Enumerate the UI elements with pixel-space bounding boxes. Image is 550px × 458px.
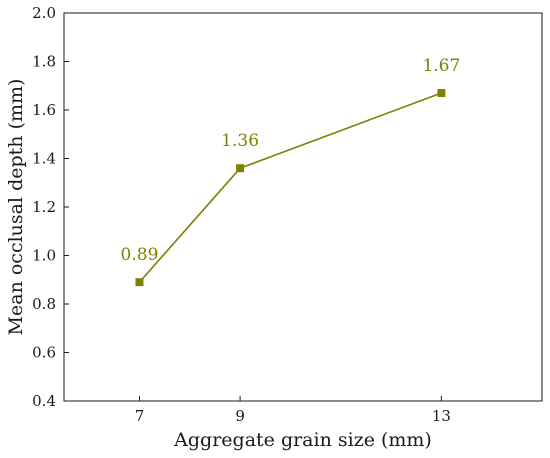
x-tick-label: 7 <box>135 407 145 425</box>
data-point-marker <box>437 89 446 98</box>
x-axis: 7 9 13 <box>135 396 451 425</box>
data-point-marker <box>135 278 144 287</box>
y-tick-label: 1.4 <box>32 150 56 168</box>
x-tick-label: 13 <box>432 407 451 425</box>
y-tick-label: 1.0 <box>32 247 56 265</box>
x-tick-label: 9 <box>235 407 245 425</box>
y-tick-label: 1.8 <box>32 53 56 71</box>
x-axis-title: Aggregate grain size (mm) <box>173 429 432 451</box>
y-axis-title: Mean occlusal depth (mm) <box>5 79 27 336</box>
y-tick-label: 0.4 <box>32 392 56 410</box>
plot-frame <box>63 12 543 402</box>
data-label: 1.36 <box>221 131 259 151</box>
y-tick-label: 0.6 <box>32 344 56 362</box>
series-line <box>138 92 442 283</box>
data-label: 0.89 <box>121 245 159 265</box>
plot-border <box>63 12 543 402</box>
series-layer: 0.89 1.36 1.67 <box>121 56 460 287</box>
data-label: 1.67 <box>422 56 460 76</box>
y-axis: 0.4 0.6 0.8 1.0 1.2 1.4 1.6 1.8 2.0 <box>32 4 69 410</box>
y-tick-label: 1.2 <box>32 198 56 216</box>
y-tick-label: 1.6 <box>32 101 56 119</box>
y-tick-label: 2.0 <box>32 4 56 22</box>
data-point-marker <box>236 164 245 173</box>
y-tick-label: 0.8 <box>32 295 56 313</box>
